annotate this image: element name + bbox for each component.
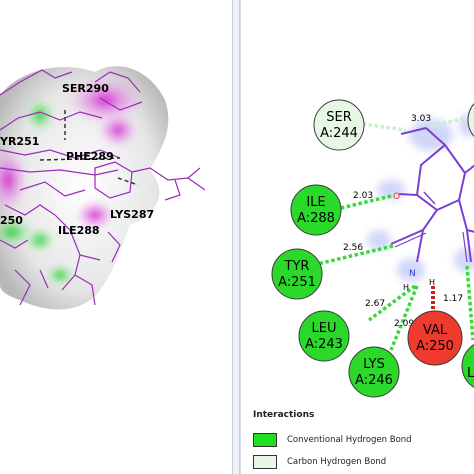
ligand-sticks: [0, 69, 206, 306]
residue-node-offscreen[interactable]: L: [461, 341, 474, 391]
distance-label: 2.56: [343, 243, 363, 253]
residue-label-ile288: ILE288: [58, 224, 100, 237]
residue-node-ile288[interactable]: ILE A:288: [290, 184, 342, 236]
residue-node-lys246[interactable]: LYS A:246: [348, 346, 400, 398]
residue-id: A:288: [297, 211, 335, 226]
residue-name: TYR: [284, 259, 310, 274]
residue-name: LEU: [312, 321, 337, 336]
residue-label-val250: 250: [0, 214, 23, 227]
residue-node-ser244[interactable]: SER A:244: [313, 99, 365, 151]
molecular-surface: [0, 66, 169, 310]
residue-id: A:243: [305, 337, 343, 352]
residue-name: VAL: [423, 323, 448, 338]
interaction-diagram-panel: O N H H H 3.03 2.03 2.56 2.67 2.09 1.17 …: [240, 0, 474, 474]
distance-label: 2.03: [353, 191, 373, 201]
legend-swatch-carbon-hbond: [253, 455, 277, 469]
distance-label: 3.03: [411, 114, 431, 124]
atom-label-hydrogen-3: H: [429, 278, 435, 287]
atom-label-oxygen: O: [393, 192, 400, 202]
residue-node-tyr251[interactable]: TYR A:251: [271, 248, 323, 300]
residue-id: A:251: [278, 275, 316, 290]
residue-name: SER: [326, 110, 352, 125]
residue-label-tyr251: YR251: [0, 135, 39, 148]
legend-item: Carbon Hydrogen Bond: [253, 454, 386, 470]
surface-view-canvas: SER290 YR251 PHE289 LYS287 250 ILE288: [0, 66, 206, 310]
atom-label-hydrogen-1: H: [385, 198, 391, 207]
atom-label-hydrogen-2: H: [403, 283, 409, 292]
residue-node-leu243[interactable]: LEU A:243: [298, 310, 350, 362]
residue-node-val250[interactable]: VAL A:250: [407, 310, 463, 366]
residue-partial-letter: L: [467, 366, 474, 381]
ligand-skeleton: [390, 127, 474, 263]
residue-node-offscreen[interactable]: [467, 95, 474, 145]
interaction-diagram-canvas: O N H H H 3.03 2.03 2.56 2.67 2.09 1.17 …: [271, 95, 474, 398]
legend-swatch-conventional-hbond: [253, 433, 277, 447]
distance-label: 1.17: [443, 294, 463, 304]
atom-label-nitrogen: N: [409, 269, 416, 279]
residue-label-phe289: PHE289: [66, 150, 114, 163]
residue-id: A:250: [416, 339, 454, 354]
residue-id: A:244: [320, 126, 358, 141]
hbond-lines: [308, 194, 474, 351]
distance-label: 2.09: [394, 319, 414, 329]
legend: Interactions Conventional Hydrogen Bond …: [251, 404, 474, 474]
interaction-dashes: [39, 110, 139, 186]
legend-label: Conventional Hydrogen Bond: [287, 435, 412, 445]
legend-item: Conventional Hydrogen Bond: [253, 432, 412, 448]
legend-label: Carbon Hydrogen Bond: [287, 457, 387, 467]
residue-name: LYS: [363, 357, 385, 372]
residue-label-ser290: SER290: [62, 82, 109, 95]
surface-view-panel: SER290 YR251 PHE289 LYS287 250 ILE288: [0, 0, 232, 474]
distance-label: 2.67: [365, 299, 385, 309]
legend-title: Interactions: [253, 410, 315, 420]
residue-id: A:246: [355, 373, 393, 388]
residue-name: ILE: [306, 195, 325, 210]
panel-splitter[interactable]: [232, 0, 240, 474]
residue-label-lys287: LYS287: [110, 208, 154, 221]
